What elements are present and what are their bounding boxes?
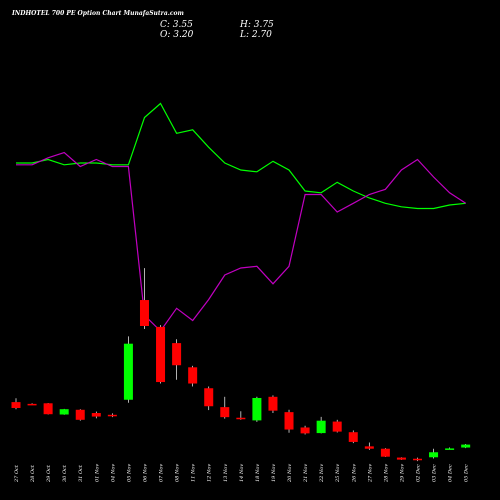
indicator-lines — [16, 102, 467, 332]
candle-body-down — [107, 414, 117, 417]
low-readout: L: 2.70 — [239, 30, 272, 40]
green-indicator-line — [16, 102, 466, 210]
candle-body-down — [396, 457, 406, 460]
candle-body-down — [204, 388, 214, 407]
date-tick-label: 22 Nov — [319, 464, 325, 483]
candle-body-down — [300, 427, 310, 434]
candle-body-down — [11, 402, 21, 409]
date-tick-label: 13 Nov — [223, 464, 229, 482]
candle-body-down — [380, 448, 390, 457]
candle-body-down — [220, 407, 230, 418]
date-tick-label: 07 Nov — [159, 464, 165, 482]
date-tick-label: 06 Nov — [142, 464, 148, 482]
candle-body-down — [268, 396, 278, 411]
candle — [139, 268, 149, 329]
candle — [396, 457, 406, 460]
date-tick-label: 25 Nov — [335, 464, 341, 483]
date-tick-label: 02 Dec — [416, 464, 422, 482]
candle-body-down — [348, 432, 358, 442]
candle — [107, 413, 117, 418]
candle-body-down — [236, 417, 246, 420]
candle — [75, 409, 85, 421]
date-tick-label: 08 Nov — [175, 464, 181, 482]
candle-body-down — [27, 403, 37, 406]
date-tick-label: 20 Nov — [287, 464, 293, 483]
candle — [316, 416, 326, 434]
date-tick-label: 18 Nov — [255, 464, 261, 482]
date-tick-label: 30 Oct — [62, 464, 68, 482]
candle-body-down — [75, 409, 85, 420]
candle-body-up — [461, 444, 471, 448]
candle — [236, 411, 246, 420]
candle — [156, 325, 166, 384]
date-tick-label: 21 Nov — [303, 464, 309, 483]
candle — [364, 442, 374, 450]
chart-title: INDHOTEL 700 PE Option Chart MunafaSutra… — [11, 10, 184, 17]
candle-body-down — [332, 421, 342, 432]
date-tick-label: 19 Nov — [271, 464, 277, 482]
candle — [268, 395, 278, 414]
candle-body-up — [445, 448, 455, 450]
date-tick-label: 14 Nov — [239, 464, 245, 482]
date-tick-label: 01 Nov — [94, 464, 100, 482]
date-tick-label: 28 Nov — [383, 464, 389, 483]
date-tick-label: 12 Nov — [207, 464, 213, 482]
candle-body-up — [316, 420, 326, 434]
candle-body-up — [59, 409, 69, 415]
date-tick-label: 03 Dec — [432, 464, 438, 482]
candle — [300, 425, 310, 435]
candle-body-down — [188, 367, 198, 384]
candle — [220, 396, 230, 419]
candle-body-down — [91, 413, 101, 417]
open-readout: O: 3.20 — [160, 30, 194, 40]
candle-body-down — [172, 343, 182, 366]
candle-body-down — [43, 403, 53, 415]
candle — [188, 365, 198, 387]
candle — [204, 386, 214, 411]
candle — [348, 430, 358, 444]
date-tick-label: 29 Nov — [399, 464, 405, 483]
candle — [91, 411, 101, 419]
date-tick-label: 05 Dec — [464, 464, 470, 482]
candle-body-down — [156, 326, 166, 383]
candle — [252, 396, 262, 422]
candle-body-down — [413, 458, 422, 461]
date-tick-label: 05 Nov — [126, 464, 132, 482]
date-tick-label: 04 Dec — [448, 464, 454, 482]
date-tick-label: 29 Oct — [46, 464, 52, 483]
date-tick-label: 26 Nov — [351, 464, 357, 483]
date-tick-label: 27 Oct — [14, 464, 20, 483]
date-axis: 27 Oct 28 Oct 29 Oct 30 Oct 31 Oct 01 Nov 04 N… — [14, 464, 470, 483]
candles — [11, 268, 471, 462]
candle — [27, 403, 37, 406]
close-readout: C: 3.55 — [160, 20, 193, 30]
high-readout: H: 3.75 — [239, 20, 274, 30]
candle — [172, 339, 182, 380]
candle-body-up — [252, 397, 262, 421]
candle — [43, 402, 53, 415]
date-tick-label: 27 Nov — [367, 464, 373, 483]
candle — [284, 409, 294, 433]
date-tick-label: 28 Oct — [30, 464, 36, 483]
candle-body-up — [429, 452, 439, 458]
candle — [11, 398, 21, 410]
candle — [380, 448, 390, 457]
candle — [332, 419, 342, 433]
candle-body-up — [123, 343, 133, 400]
candle-body-down — [139, 300, 149, 326]
candle-body-down — [364, 446, 374, 449]
date-tick-label: 04 Nov — [110, 464, 116, 482]
candle — [445, 447, 455, 450]
candle — [59, 408, 69, 415]
magenta-indicator-line — [16, 151, 467, 332]
date-tick-label: 31 Oct — [78, 464, 84, 482]
candle — [413, 457, 422, 462]
candle-body-down — [284, 412, 294, 430]
candle — [429, 448, 439, 459]
candle — [461, 444, 471, 449]
candle — [123, 336, 133, 403]
date-tick-label: 11 Nov — [191, 464, 197, 482]
